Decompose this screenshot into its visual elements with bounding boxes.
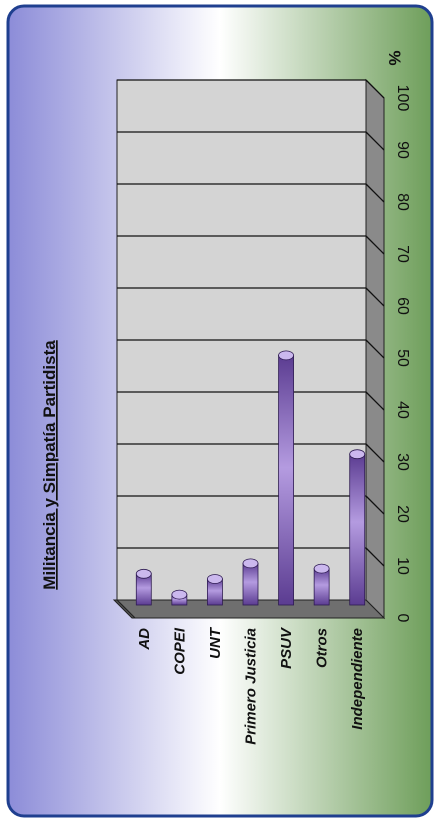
y-tick-label: 100 [394,85,411,112]
category-label: Primero Justicia [243,628,260,745]
plot-area [112,78,386,620]
gridline-depth [365,235,385,255]
bar-cap [242,558,259,569]
chart-title: Militancia y Simpatía Partidista [40,340,59,590]
bar-cap [207,574,223,584]
bar [242,563,259,606]
y-tick-label: 10 [394,557,411,575]
y-tick-label: 0 [394,614,411,623]
gridline-depth [365,547,385,567]
category-label: AD [136,628,153,651]
bar-cap [171,589,188,600]
unit-label: % [385,50,404,65]
plot-floor-edge [112,599,137,619]
bar-cap [313,563,330,574]
gridline-depth [365,391,385,411]
y-tick-label: 20 [394,505,411,523]
bar [278,354,294,606]
bar-cap [349,449,366,460]
y-tick-label: 50 [394,349,411,367]
gridline-depth [365,79,385,99]
bar-cap [278,350,294,361]
chart-marks [135,350,366,606]
category-label: UNT [207,626,224,659]
y-tick-label: 90 [394,141,411,159]
y-tick-label: 40 [394,401,411,419]
category-label: Independiente [349,628,366,730]
gridline-depth [365,287,385,307]
gridline-depth [365,183,385,203]
category-label: COPEI [171,627,188,675]
bar [349,453,366,606]
y-tick-label: 80 [394,193,411,211]
y-tick-label: 30 [394,453,411,471]
y-tick-label: 70 [394,245,411,263]
category-label: Otros [314,628,331,668]
gridline-depth [365,495,385,515]
gridline-depth [365,443,385,463]
bar [313,568,330,606]
category-label: PSUV [278,626,295,669]
gridline-depth [365,131,385,151]
chart-labels: 0 10 20 30 40 50 60 70 80 90 100 AD COPEI UNT Primero … [136,85,411,745]
bar-cap [135,568,152,579]
gridline-depth [365,339,385,359]
y-tick-label: 60 [394,297,411,315]
